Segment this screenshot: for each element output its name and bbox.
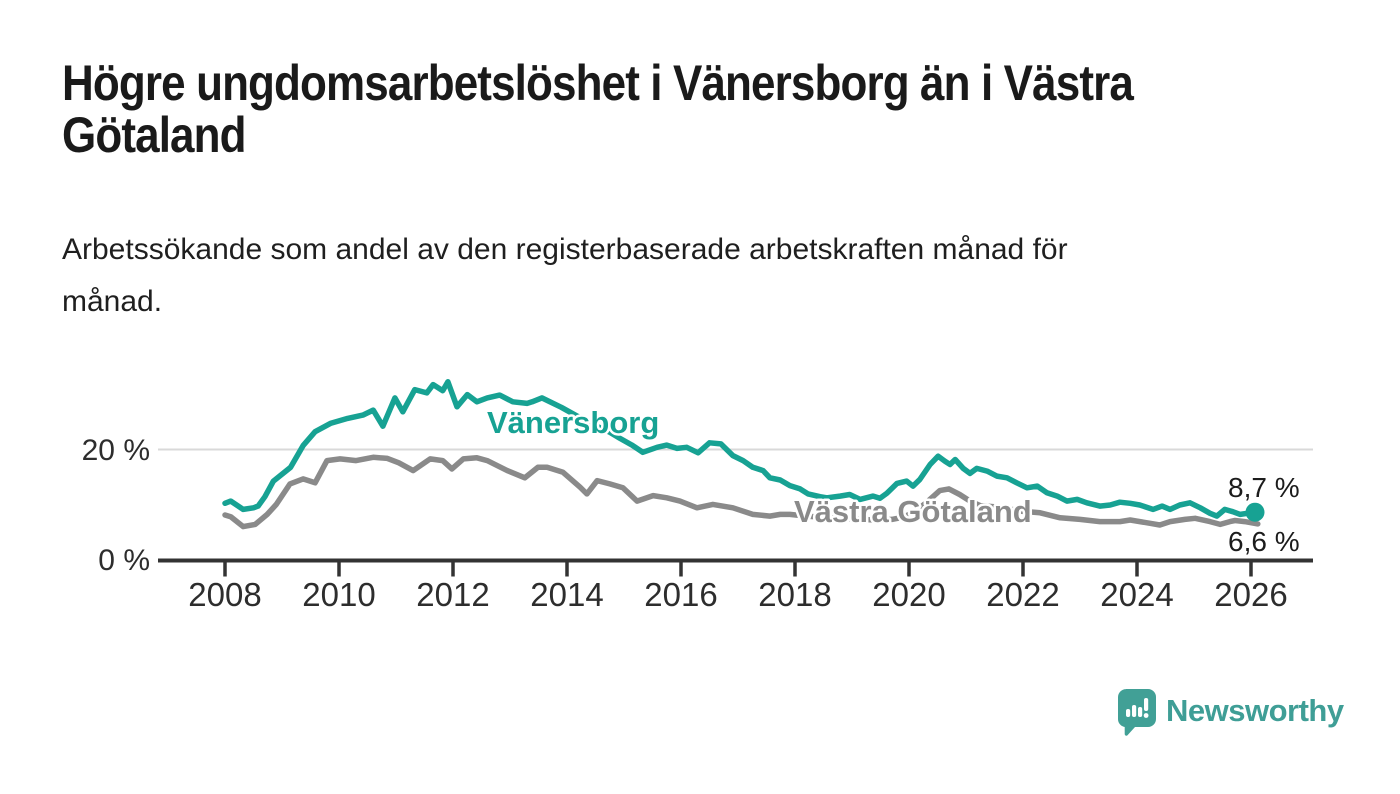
x-tick-label: 2020 (872, 576, 945, 613)
caption-line-2: månad. (62, 285, 163, 318)
page-title: Högre ungdomsarbetslöshet i Vänersborg ä… (62, 55, 1134, 163)
x-tick-label: 2018 (758, 576, 831, 613)
newsworthy-logo: Newsworthy (1117, 688, 1357, 740)
x-tick-label: 2016 (644, 576, 717, 613)
y-tick-label-20: 20 % (82, 434, 150, 467)
x-tick-label: 2022 (986, 576, 1059, 613)
value-label-vanersborg: 8,7 % (1228, 472, 1300, 503)
x-tick-label: 2026 (1214, 576, 1287, 613)
series-label-vanersborg: Vänersborg (487, 405, 659, 440)
speech-bubble-shape (1118, 689, 1156, 736)
x-tick-label: 2008 (188, 576, 261, 613)
newsworthy-logo-icon (1118, 689, 1156, 736)
newsworthy-logo-text: Newsworthy (1166, 693, 1344, 728)
value-label-vastra-gotaland: 6,6 % (1228, 526, 1300, 557)
title-line-2: Götaland (62, 107, 247, 163)
line-vanersborg (222, 379, 1258, 519)
series-label-vastra-gotaland: Västra Götaland (794, 494, 1032, 529)
x-tick-label: 2012 (416, 576, 489, 613)
latest-value-dot (1245, 502, 1265, 522)
x-tick-label: 2024 (1100, 576, 1173, 613)
chart-caption: Arbetssökande som andel av den registerb… (62, 224, 1068, 328)
caption-line-1: Arbetssökande som andel av den registerb… (62, 233, 1068, 266)
title-line-1: Högre ungdomsarbetslöshet i Vänersborg ä… (62, 55, 1134, 111)
x-tick-label: 2010 (302, 576, 375, 613)
x-tick-label: 2014 (530, 576, 603, 613)
line-vastra-gotaland (222, 454, 1261, 530)
x-axis-ticks: 2008 2010 2012 2014 2016 2018 2020 2022 2024 2026 (188, 561, 1288, 613)
y-tick-label-0: 0 % (98, 544, 150, 577)
mini-bar-chart-glyph (1126, 698, 1149, 718)
